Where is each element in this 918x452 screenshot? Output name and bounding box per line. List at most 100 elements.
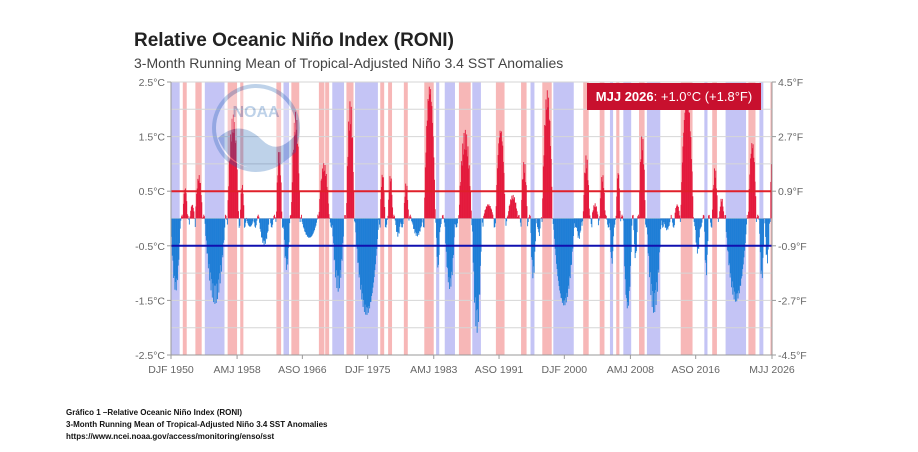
- anomaly-bar: [519, 218, 521, 223]
- anomaly-bar: [335, 218, 337, 271]
- anomaly-bar: [648, 218, 650, 256]
- anomaly-bar: [356, 218, 357, 246]
- anomaly-bar: [592, 212, 593, 219]
- anomaly-bar: [689, 131, 691, 219]
- anomaly-bar: [559, 218, 561, 294]
- anomaly-bar: [196, 193, 198, 219]
- anomaly-bar: [508, 205, 510, 219]
- anomaly-bar: [203, 214, 205, 219]
- anomaly-bar: [398, 218, 400, 234]
- anomaly-bar: [746, 214, 748, 219]
- anomaly-bar: [195, 206, 197, 219]
- y-tick-label-left: 2.5°C: [139, 77, 166, 89]
- anomaly-bar: [743, 218, 745, 258]
- anomaly-bar: [230, 134, 232, 219]
- anomaly-bar: [379, 218, 381, 228]
- anomaly-bar: [586, 159, 588, 219]
- anomaly-bar: [622, 216, 624, 219]
- threshold-lines: [171, 190, 772, 247]
- anomaly-bar: [293, 122, 295, 219]
- anomaly-bar: [399, 218, 401, 223]
- anomaly-bar: [644, 200, 646, 219]
- anomaly-bar: [177, 218, 179, 266]
- anomaly-bar: [712, 209, 713, 219]
- anomaly-bar: [569, 218, 571, 277]
- anomaly-bar: [441, 215, 443, 219]
- anomaly-bar: [654, 218, 656, 291]
- anomaly-bar: [572, 218, 574, 249]
- anomaly-bar: [534, 218, 536, 252]
- y-tick-label-left: -0.5°C: [135, 241, 165, 253]
- anomaly-bar: [450, 218, 452, 287]
- anomaly-bar: [594, 206, 595, 219]
- anomaly-bar: [624, 218, 626, 280]
- anomaly-bar: [709, 217, 711, 219]
- anomaly-bar: [635, 218, 637, 254]
- anomaly-bar: [313, 218, 315, 232]
- anomaly-bar: [396, 218, 398, 232]
- anomaly-bar: [763, 218, 765, 246]
- anomaly-bar: [719, 206, 721, 219]
- anomaly-bar: [547, 107, 549, 219]
- anomaly-bar: [715, 188, 717, 219]
- anomaly-bar: [384, 218, 386, 227]
- anomaly-bar: [514, 197, 515, 219]
- anomaly-bar: [744, 218, 746, 244]
- anomaly-bar: [483, 215, 485, 219]
- anomaly-bar: [520, 218, 522, 227]
- anomaly-bar: [594, 203, 596, 219]
- anomaly-bar: [561, 218, 563, 303]
- anomaly-bar: [720, 198, 722, 219]
- anomaly-bar: [249, 218, 251, 227]
- anomaly-bar: [447, 218, 449, 283]
- anomaly-bar: [630, 218, 632, 253]
- anomaly-bar: [713, 184, 715, 219]
- anomaly-bar: [390, 181, 392, 219]
- anomaly-bar: [471, 218, 473, 226]
- anomaly-bar: [590, 218, 592, 224]
- anomaly-bar: [571, 218, 573, 252]
- anomaly-bar: [346, 166, 348, 219]
- anomaly-bar: [440, 218, 442, 225]
- anomaly-bar: [368, 218, 370, 306]
- caption-source-link[interactable]: https://www.ncei.noaa.gov/access/monitor…: [66, 432, 275, 441]
- anomaly-bar: [549, 120, 551, 219]
- anomaly-bar: [350, 106, 352, 219]
- anomaly-bar: [642, 139, 644, 219]
- anomaly-bar: [635, 218, 637, 252]
- anomaly-bar: [291, 202, 293, 219]
- anomaly-bar: [721, 201, 723, 219]
- anomaly-bar: [271, 218, 273, 228]
- anomaly-bar: [684, 112, 686, 219]
- anomaly-bar: [583, 194, 585, 219]
- latest-value-badge: MJJ 2026: +1.0°C (+1.8°F): [587, 83, 761, 110]
- anomaly-bar: [611, 218, 612, 259]
- anomaly-bar: [424, 167, 426, 219]
- anomaly-bar: [325, 173, 327, 219]
- anomaly-bar: [541, 218, 543, 222]
- anomaly-bar: [456, 218, 458, 228]
- anomaly-bar: [229, 159, 231, 219]
- anomaly-bar: [530, 218, 532, 233]
- anomaly-bar: [307, 218, 309, 237]
- anomaly-bar: [449, 218, 451, 279]
- anomaly-bar: [576, 218, 578, 228]
- anomaly-bar: [687, 102, 689, 219]
- anomaly-bar: [527, 218, 529, 227]
- anomaly-bar: [628, 218, 630, 306]
- anomaly-bar: [601, 181, 603, 219]
- anomaly-bar: [633, 218, 635, 231]
- anomaly-bar: [766, 218, 768, 255]
- anomaly-bar: [665, 218, 667, 228]
- anomaly-bar: [180, 218, 182, 221]
- anomaly-bar: [437, 218, 439, 268]
- anomaly-bar: [507, 215, 509, 219]
- anomaly-bar: [686, 95, 688, 219]
- anomaly-bar: [252, 218, 254, 222]
- anomaly-bar: [375, 218, 376, 265]
- anomaly-bar: [312, 218, 314, 234]
- anomaly-bar: [384, 207, 386, 219]
- anomaly-bar: [511, 195, 513, 219]
- anomaly-bar: [691, 171, 693, 219]
- anomaly-bar: [531, 218, 533, 258]
